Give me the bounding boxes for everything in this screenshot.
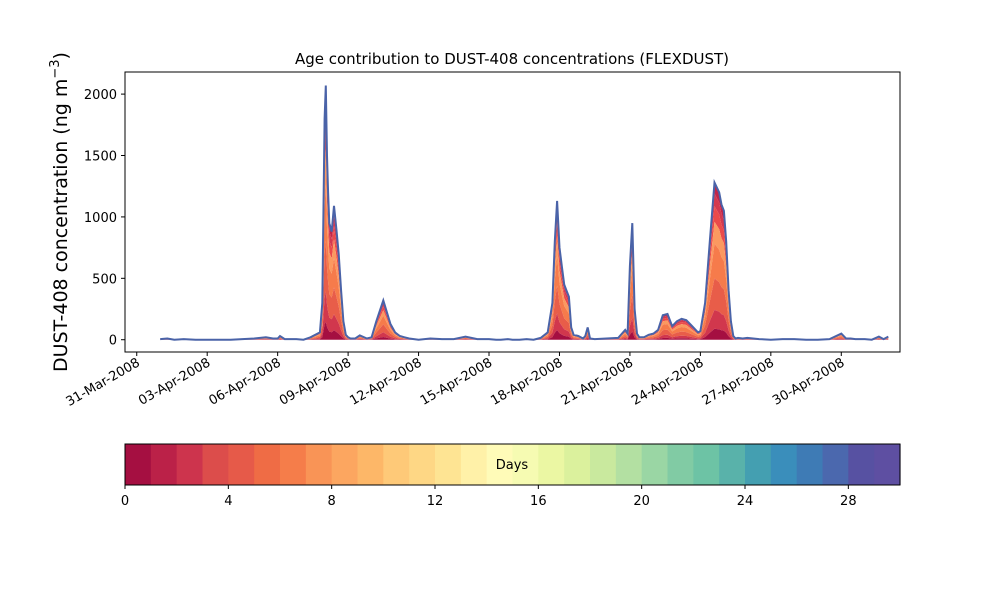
chart-title: Age contribution to DUST-408 concentrati…: [295, 50, 729, 68]
plot-frame: [124, 71, 901, 353]
y-axis: 0 500 1000 1500 2000: [84, 88, 125, 349]
y-tick-label: 1500: [84, 150, 117, 165]
colorbar-cell: [615, 444, 643, 485]
colorbar-tick-label: 16: [530, 494, 547, 509]
colorbar-cell: [874, 444, 901, 485]
colorbar-cell: [848, 444, 875, 485]
colorbar-cell: [280, 444, 307, 485]
colorbar-cell: [667, 444, 694, 485]
colorbar-cell: [150, 444, 178, 485]
colorbar-tick-label: 20: [633, 494, 650, 509]
colorbar-cell: [590, 444, 617, 485]
colorbar-tick-label: 24: [737, 494, 754, 509]
colorbar-cell: [460, 444, 488, 485]
colorbar-cell: [745, 444, 772, 485]
colorbar-cell: [383, 444, 410, 485]
colorbar-cell: [228, 444, 255, 485]
colorbar-cell: [331, 444, 359, 485]
colorbar-ticks: 0 4 8 12 16 20 24 28: [121, 485, 857, 509]
y-tick-label: 1000: [84, 211, 117, 226]
colorbar-tick-label: 8: [328, 494, 336, 509]
colorbar-frame: [124, 443, 901, 486]
colorbar-cell: [796, 444, 824, 485]
y-tick-label: 500: [92, 272, 117, 287]
colorbar-tick-label: 12: [427, 494, 444, 509]
colorbar: Days 0 4 8 12 16 20 24 28: [121, 443, 901, 509]
colorbar-tick-label: 4: [224, 494, 232, 509]
colorbar-label: Days: [496, 458, 529, 473]
y-axis-label-superscript: −3: [48, 59, 63, 78]
colorbar-cell: [564, 444, 591, 485]
colorbar-tick-label: 0: [121, 494, 129, 509]
y-tick-label: 0: [109, 334, 117, 349]
colorbar-tick-label: 28: [840, 494, 857, 509]
colorbar-cell: [305, 444, 333, 485]
y-axis-label: DUST-408 concentration (ng m−3): [48, 52, 72, 372]
colorbar-cell: [202, 444, 229, 485]
colorbar-cell: [719, 444, 746, 485]
colorbar-cell: [512, 444, 539, 485]
y-axis-label-main: DUST-408 concentration (ng m: [50, 79, 72, 372]
colorbar-cell: [770, 444, 798, 485]
y-tick-label: 2000: [84, 88, 117, 103]
colorbar-cells: [125, 444, 901, 485]
colorbar-cell: [693, 444, 720, 485]
colorbar-cell: [176, 444, 204, 485]
colorbar-cell: [409, 444, 436, 485]
colorbar-cell: [435, 444, 462, 485]
colorbar-cell: [641, 444, 669, 485]
y-axis-label-close: ): [50, 52, 72, 59]
colorbar-cell: [125, 444, 152, 485]
colorbar-cell: [357, 444, 384, 485]
colorbar-cell: [254, 444, 281, 485]
total-outline: [160, 85, 889, 341]
plot-area: [124, 71, 901, 353]
colorbar-cell: [822, 444, 849, 485]
colorbar-cell: [538, 444, 565, 485]
colorbar-cell: [486, 444, 514, 485]
